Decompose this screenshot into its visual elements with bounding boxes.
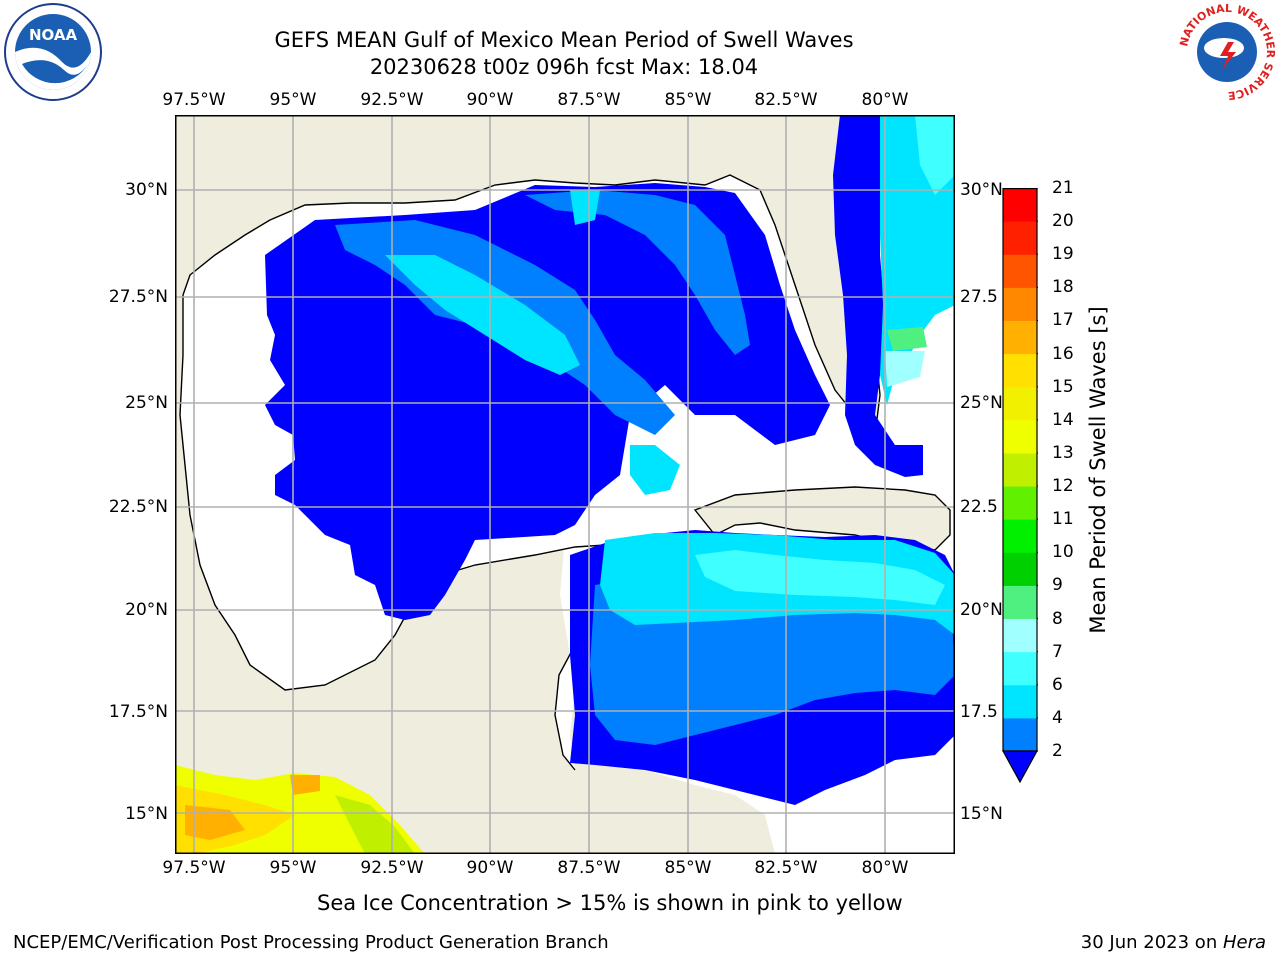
footer-machine: Hera — [1222, 932, 1266, 953]
lat-tick-left: 22.5°N — [108, 497, 168, 517]
footer-date: 30 Jun 2023 on Hera — [1081, 932, 1266, 954]
colorbar-swatch — [1003, 419, 1037, 454]
lat-tick-left: 15°N — [125, 804, 168, 824]
lon-tick-bottom: 80°W — [861, 858, 909, 878]
lon-tick-top: 85°W — [664, 90, 712, 110]
map-panel — [175, 115, 955, 854]
colorbar-swatch — [1003, 353, 1037, 388]
lon-tick-top: 97.5°W — [162, 90, 226, 110]
map-gridlines — [175, 115, 955, 854]
colorbar-tick-label: 15 — [1052, 376, 1074, 397]
colorbar-tick-label: 9 — [1052, 575, 1063, 596]
noaa-logo: NOAA — [2, 2, 104, 102]
lon-tick-bottom: 87.5°W — [557, 858, 621, 878]
lat-tick-left: 20°N — [125, 600, 168, 620]
lat-tick-right: 20°N — [960, 600, 1003, 620]
lon-tick-top: 92.5°W — [360, 90, 424, 110]
colorbar-tick-label: 4 — [1052, 707, 1063, 728]
colorbar-swatch — [1003, 386, 1037, 421]
colorbar-label: Mean Period of Swell Waves [s] — [1086, 306, 1110, 634]
colorbar-extend-min — [1002, 750, 1038, 783]
lat-tick-right: 17.5 — [960, 702, 998, 722]
lat-tick-right: 25°N — [960, 393, 1003, 413]
map-title: GEFS MEAN Gulf of Mexico Mean Period of … — [274, 28, 854, 52]
colorbar-tick-label: 17 — [1052, 310, 1074, 331]
colorbar-swatch — [1003, 519, 1037, 553]
lon-tick-bottom: 82.5°W — [754, 858, 818, 878]
cuba — [693, 486, 951, 551]
lat-tick-right: 15°N — [960, 804, 1003, 824]
colorbar-tick-label: 21 — [1052, 178, 1074, 198]
colorbar-ticks: 2 4 6 7 8 9 10 11 12 13 14 15 16 17 18 19 20 21 — [1042, 0, 1082, 960]
colorbar-tick-label: 20 — [1052, 211, 1074, 232]
colorbar-swatch — [1003, 486, 1037, 520]
colorbar-swatch — [1003, 452, 1037, 487]
colorbar — [1002, 188, 1038, 783]
nws-logo: NATIONAL WEATHER SERVICE — [1176, 2, 1278, 102]
map-subtitle: 20230628 t00z 096h fcst Max: 18.04 — [369, 55, 759, 79]
colorbar-tick-label: 18 — [1052, 277, 1074, 298]
colorbar-swatch — [1003, 287, 1037, 321]
lat-tick-left: 30°N — [125, 180, 168, 200]
lon-tick-bottom: 97.5°W — [162, 858, 226, 878]
svg-text:NOAA: NOAA — [29, 26, 78, 44]
lon-tick-top: 95°W — [269, 90, 317, 110]
colorbar-swatch — [1003, 320, 1037, 355]
footer-date-text: 30 Jun 2023 on — [1080, 932, 1223, 953]
map-frame — [175, 115, 955, 854]
footer-credit: NCEP/EMC/Verification Post Processing Pr… — [13, 932, 609, 953]
colorbar-tick-label: 7 — [1052, 641, 1063, 662]
lat-tick-right: 27.5 — [960, 287, 998, 307]
colorbar-swatch — [1003, 684, 1037, 719]
colorbar-tick-label: 2 — [1052, 741, 1063, 761]
lon-tick-top: 82.5°W — [754, 90, 818, 110]
colorbar-swatch — [1003, 717, 1037, 752]
colorbar-tick-label: 19 — [1052, 244, 1074, 265]
colorbar-tick-label: 13 — [1052, 442, 1074, 463]
colorbar-frame — [1002, 188, 1038, 752]
lon-tick-top: 87.5°W — [557, 90, 621, 110]
lon-tick-top: 90°W — [466, 90, 514, 110]
lon-tick-bottom: 90°W — [466, 858, 514, 878]
colorbar-swatch — [1003, 585, 1037, 620]
lon-tick-bottom: 95°W — [269, 858, 317, 878]
lat-tick-right: 30°N — [960, 180, 1003, 200]
lat-tick-right: 22.5 — [960, 497, 998, 517]
colorbar-tick-label: 16 — [1052, 343, 1074, 364]
colorbar-tick-label: 12 — [1052, 476, 1074, 497]
colorbar-swatch — [1003, 552, 1037, 586]
colorbar-tick-label: 6 — [1052, 674, 1063, 695]
colorbar-swatch — [1003, 221, 1037, 255]
lon-tick-top: 80°W — [861, 90, 909, 110]
lat-tick-left: 27.5°N — [108, 287, 168, 307]
lat-tick-left: 17.5°N — [108, 702, 168, 722]
lat-tick-left: 25°N — [125, 393, 168, 413]
colorbar-tick-label: 11 — [1052, 509, 1074, 530]
lon-tick-bottom: 85°W — [664, 858, 712, 878]
colorbar-swatch — [1003, 618, 1037, 653]
colorbar-swatch — [1003, 188, 1037, 222]
colorbar-swatch — [1003, 254, 1037, 288]
colorbar-tick-label: 10 — [1052, 542, 1074, 563]
lon-tick-bottom: 92.5°W — [360, 858, 424, 878]
colorbar-tick-label: 14 — [1052, 409, 1074, 430]
colorbar-swatch — [1003, 651, 1037, 686]
colorbar-tick-label: 8 — [1052, 608, 1063, 629]
sea-ice-caption: Sea Ice Concentration > 15% is shown in … — [317, 891, 903, 915]
